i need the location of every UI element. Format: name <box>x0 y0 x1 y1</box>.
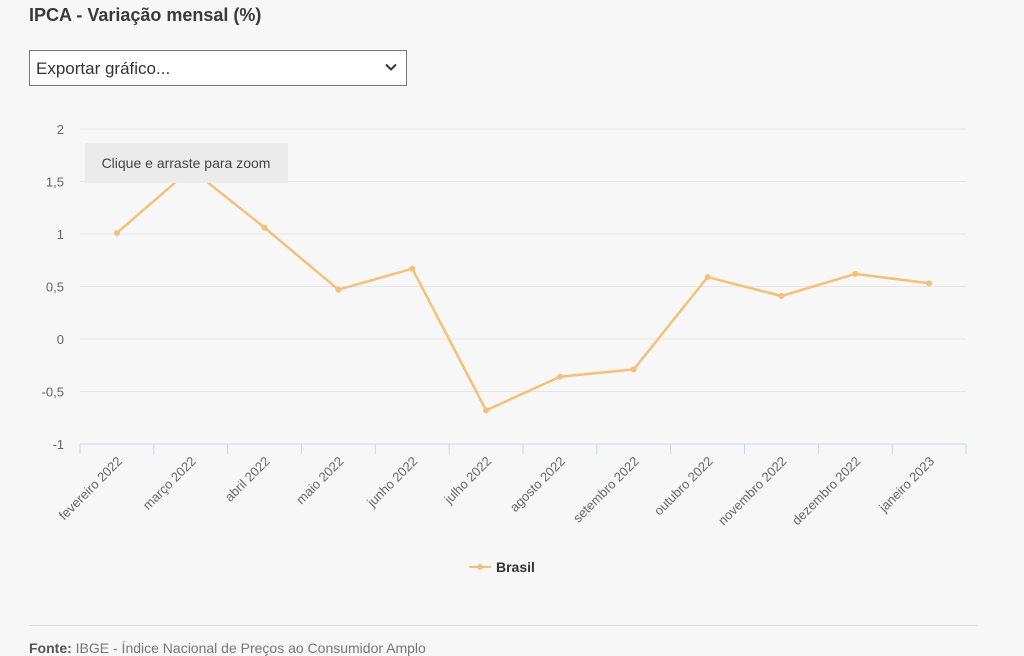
x-tick-label: fevereiro 2022 <box>56 454 125 523</box>
y-tick-label: 2 <box>57 122 64 137</box>
y-tick-label: -1 <box>52 437 64 452</box>
chart-title: IPCA - Variação mensal (%) <box>29 5 262 25</box>
legend-point-marker <box>477 564 483 570</box>
data-point <box>483 407 490 414</box>
data-point <box>926 280 933 287</box>
x-tick-label: dezembro 2022 <box>789 454 863 528</box>
legend-item-brasil: Brasil <box>496 559 535 575</box>
legend[interactable]: Brasil <box>469 559 535 575</box>
x-tick-label: agosto 2022 <box>507 454 568 515</box>
export-select-value: Exportar gráfico... <box>36 59 171 78</box>
series-line <box>116 167 930 412</box>
data-point <box>113 229 120 236</box>
data-point <box>852 270 859 277</box>
data-point <box>409 265 416 272</box>
chevron-down-icon <box>385 63 397 71</box>
series-brasil[interactable] <box>113 165 933 414</box>
y-tick-label: -0,5 <box>42 385 64 400</box>
y-tick-label: 0 <box>57 332 64 347</box>
x-axis: fevereiro 2022 março 2022 abril 2022 maio 2… <box>56 443 967 528</box>
data-point <box>556 373 563 380</box>
y-tick-label: 1 <box>57 227 64 242</box>
data-point <box>778 292 785 299</box>
line-chart[interactable]: 2 1,5 1 0,5 0 -0,5 -1 fevereiro 2022 março 2022… <box>0 100 1024 590</box>
x-tick-label: outubro 2022 <box>651 454 716 519</box>
x-tick-label: junho 2022 <box>364 454 421 511</box>
export-chart-select[interactable]: Exportar gráfico... <box>29 50 407 86</box>
data-point <box>261 224 268 231</box>
x-tick-label: setembro 2022 <box>570 454 642 526</box>
x-tick-label: janeiro 2023 <box>875 454 937 516</box>
x-tick-label: maio 2022 <box>293 454 347 508</box>
y-tick-label: 0,5 <box>46 280 64 295</box>
zoom-hint: Clique e arraste para zoom <box>85 143 288 183</box>
data-point <box>630 366 637 373</box>
x-tick-label: novembro 2022 <box>715 454 789 528</box>
divider <box>29 625 977 626</box>
y-axis: 2 1,5 1 0,5 0 -0,5 -1 <box>42 122 64 452</box>
y-tick-label: 1,5 <box>46 175 64 190</box>
x-tick-label: abril 2022 <box>222 454 273 505</box>
data-point <box>335 286 342 293</box>
zoom-hint-text: Clique e arraste para zoom <box>102 155 271 171</box>
source-text: IBGE - Índice Nacional de Preços ao Cons… <box>75 640 426 656</box>
x-tick-label: março 2022 <box>140 454 199 513</box>
source-label: Fonte: <box>29 640 72 656</box>
source-note: Fonte: IBGE - Índice Nacional de Preços … <box>29 640 426 656</box>
data-point <box>704 274 711 281</box>
x-tick-label: julho 2022 <box>440 454 494 508</box>
